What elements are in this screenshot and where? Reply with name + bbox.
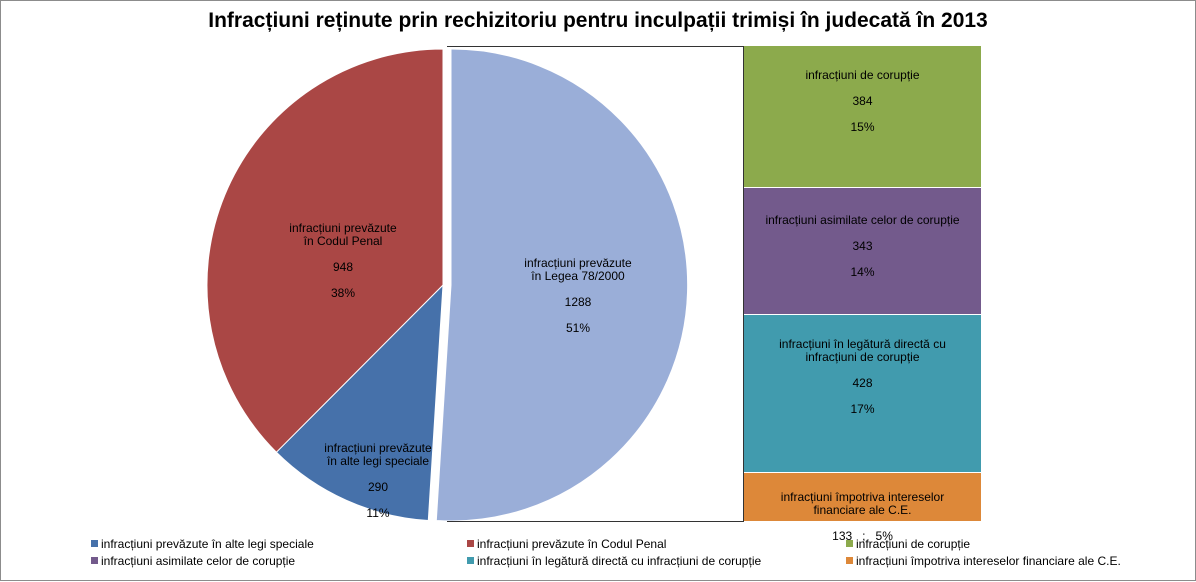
bar-label-separator: ;	[852, 528, 876, 543]
bar-segment-label: infracțiuni de corupție 384 15%	[744, 56, 981, 147]
legend-label: infracțiuni prevăzute în Codul Penal	[477, 537, 667, 551]
legend-label: infracțiuni asimilate celor de corupție	[101, 554, 296, 568]
pie-label-percent: 51%	[565, 321, 591, 335]
legend-label: infracțiuni împotriva intereselor financ…	[856, 554, 1121, 568]
legend-swatch	[846, 557, 853, 564]
chart-title: Infracțiuni reținute prin rechizitoriu p…	[208, 9, 988, 32]
legend-label: infracțiuni de corupție	[856, 537, 971, 551]
pie-label-codul-penal: infracțiuni prevăzute în Codul Penal 948…	[253, 209, 433, 313]
pie-label-text: infracțiuni prevăzute în Codul Penal	[289, 221, 397, 248]
pie-slice-alte-legi-speciale	[275, 283, 444, 522]
legend-item: infracțiuni prevăzute în Codul Penal	[467, 537, 666, 551]
legend-swatch	[467, 557, 474, 564]
bar-label-text: infracțiuni de corupție	[805, 68, 920, 82]
legend-swatch	[91, 557, 98, 564]
pie-label-percent: 38%	[330, 286, 356, 300]
bar-segment-asimilate: infracțiuni asimilate celor de corupție …	[744, 187, 981, 315]
bar-label-value: 384	[852, 94, 873, 108]
pie-label-alte-legi-speciale: infracțiuni prevăzute în alte legi speci…	[293, 429, 463, 533]
bar-label-value: 428	[852, 375, 873, 390]
bar-label-text: infracțiuni împotriva intereselor financ…	[780, 489, 945, 517]
bar-label-percent: 15%	[850, 120, 875, 134]
pie-slice-codul-penal	[206, 48, 444, 453]
bar-segment-label: infracțiuni în legătură directă cu infra…	[744, 325, 981, 429]
bar-label-percent: 17%	[850, 401, 875, 416]
bar-label-value: 343	[852, 238, 873, 253]
bar-segment-legatura: infracțiuni în legătură directă cu infra…	[744, 314, 981, 473]
pie-label-value: 290	[367, 480, 389, 494]
pie-label-value: 948	[332, 260, 354, 274]
pie-label-percent: 11%	[366, 506, 390, 520]
bar-segment-interese: infracțiuni împotriva intereselor financ…	[744, 472, 981, 542]
bar-label-percent: 14%	[850, 264, 875, 279]
legend-label: infracțiuni prevăzute în alte legi speci…	[101, 537, 314, 551]
legend-item: infracțiuni asimilate celor de corupție	[91, 554, 295, 568]
legend-swatch	[91, 540, 98, 547]
bar-label-percent: 5%	[875, 528, 893, 543]
pie-label-value: 1288	[564, 295, 592, 309]
bar-connector-outline	[447, 46, 744, 522]
bar-segment-label: infracțiuni asimilate celor de corupție …	[744, 201, 981, 292]
bar-segment-coruptie: infracțiuni de corupție 384 15%	[744, 46, 981, 188]
pie-label-text: infracțiuni prevăzute în alte legi speci…	[324, 441, 432, 468]
legend-swatch	[846, 540, 853, 547]
legend-item: infracțiuni în legătură directă cu infra…	[467, 554, 761, 568]
legend-label: infracțiuni în legătură directă cu infra…	[477, 554, 762, 568]
bar-label-value: 133	[832, 528, 853, 543]
legend-item: infracțiuni împotriva intereselor financ…	[846, 554, 1121, 568]
legend-item: infracțiuni de corupție	[846, 537, 970, 551]
pie-slice-legea-78-2000	[435, 48, 689, 522]
legend-item: infracțiuni prevăzute în alte legi speci…	[91, 537, 314, 551]
pie-label-legea-78-2000: infracțiuni prevăzute în Legea 78/2000 1…	[493, 244, 663, 348]
bar-label-value-percent: 133 ; 5%	[744, 528, 981, 543]
bar-label-text: infracțiuni în legătură directă cu infra…	[779, 336, 946, 364]
bar-segment-label: infracțiuni împotriva intereselor financ…	[744, 478, 981, 556]
legend-swatch	[467, 540, 474, 547]
pie-label-text: infracțiuni prevăzute în Legea 78/2000	[524, 256, 632, 283]
bar-label-text: infracțiuni asimilate celor de corupție	[765, 212, 960, 227]
legend: infracțiuni prevăzute în alte legi speci…	[91, 537, 1181, 571]
